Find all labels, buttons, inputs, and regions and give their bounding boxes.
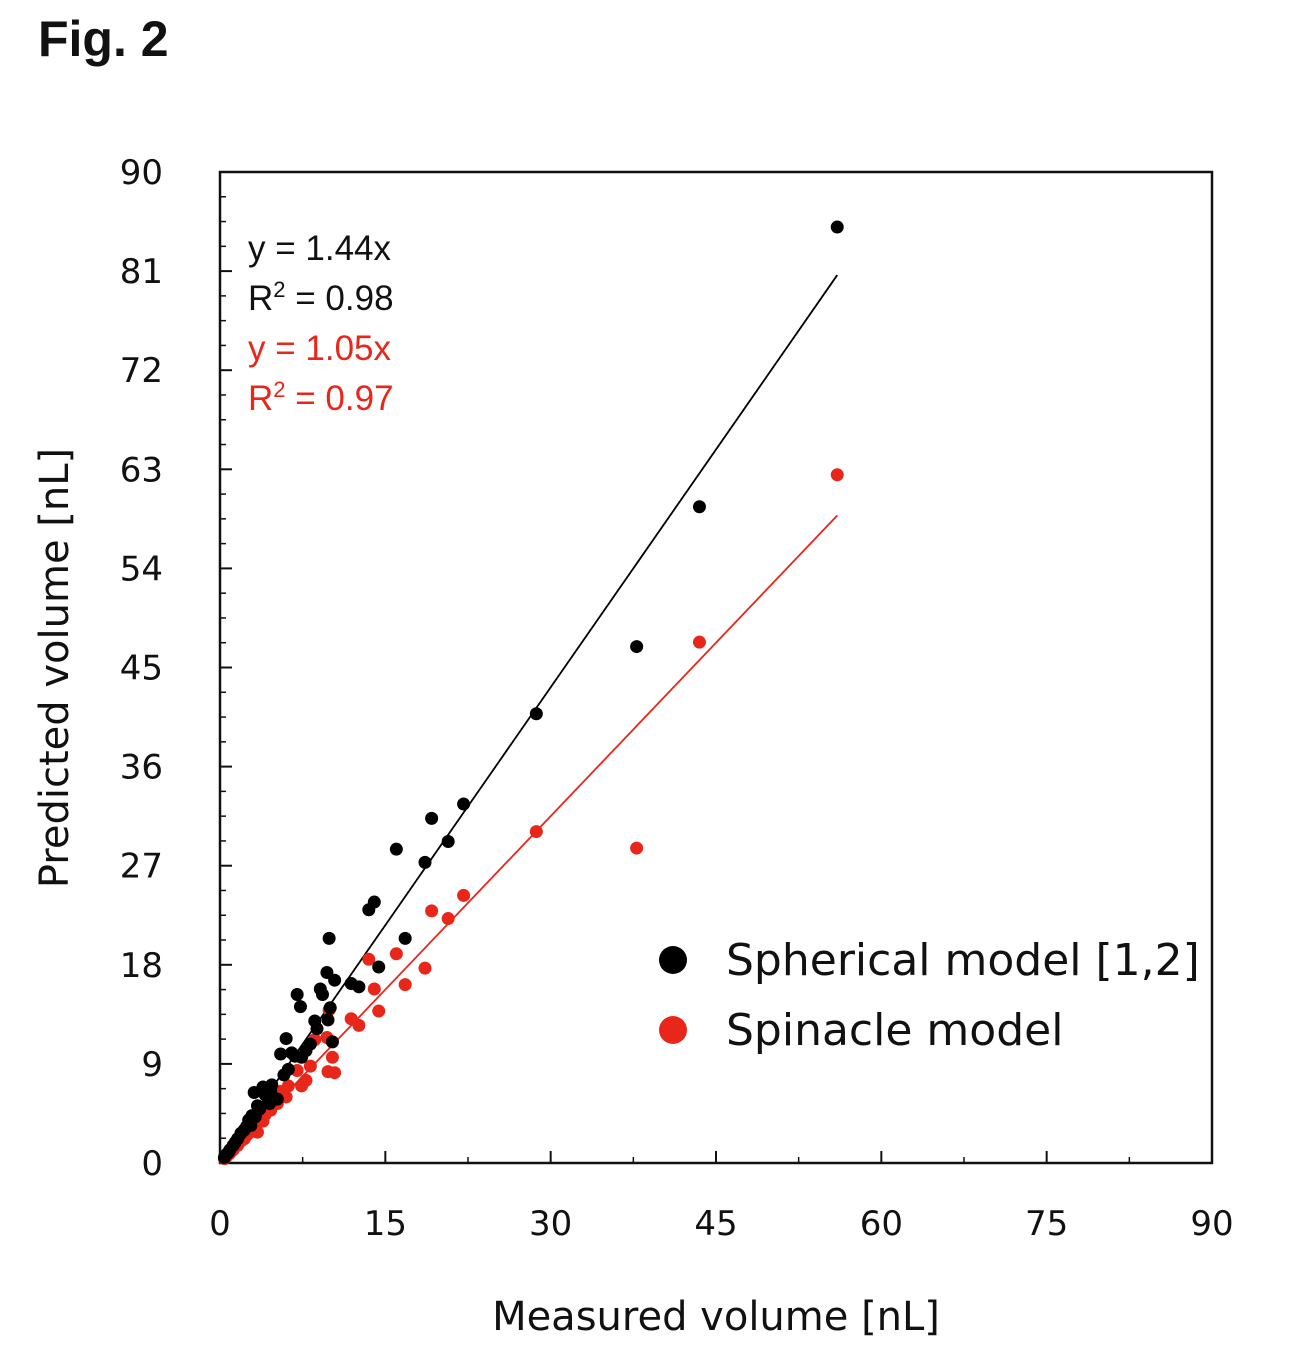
y-tick-label: 9: [141, 1045, 163, 1085]
y-tick-label: 27: [120, 847, 163, 887]
spinacle-r2-prefix: R: [248, 379, 273, 418]
spherical-point: [288, 1049, 302, 1063]
spherical-point: [303, 1037, 317, 1051]
spherical-point: [316, 988, 330, 1002]
spherical-point: [310, 1022, 324, 1036]
spherical-point: [362, 903, 376, 917]
spherical-point: [692, 500, 706, 514]
spherical-point: [245, 1109, 259, 1123]
spherical-r2: R2 = 0.98: [248, 277, 394, 318]
spinacle-point: [398, 978, 412, 992]
legend-label-spherical: Spherical model [1,2]: [726, 935, 1200, 986]
spherical-point: [247, 1086, 261, 1100]
spinacle-point: [321, 1065, 335, 1079]
spherical-point: [830, 220, 844, 234]
spherical-point: [372, 960, 386, 974]
spherical-fit-line: [219, 274, 838, 1164]
spinacle-point: [372, 1004, 386, 1018]
fit-equations: y = 1.44x R2 = 0.98 y = 1.05x R2 = 0.97: [248, 229, 394, 418]
legend: Spherical model [1,2] Spinacle model: [659, 935, 1200, 1056]
spinacle-point: [830, 468, 844, 482]
spherical-point: [529, 707, 543, 721]
spinacle-point: [303, 1059, 317, 1073]
x-tick-label: 90: [1190, 1204, 1233, 1244]
data-points: [217, 220, 844, 1166]
spherical-point: [274, 1047, 288, 1061]
spinacle-point: [325, 1050, 339, 1064]
spherical-equation: y = 1.44x: [248, 229, 392, 268]
y-tick-label: 72: [120, 351, 163, 391]
spherical-point: [228, 1135, 242, 1149]
y-axis-title: Predicted volume [nL]: [32, 448, 78, 888]
spherical-point: [630, 640, 644, 654]
spinacle-point: [344, 1012, 358, 1026]
legend-label-spinacle: Spinacle model: [726, 1005, 1063, 1056]
x-tick-label: 60: [860, 1204, 903, 1244]
spherical-point: [279, 1032, 293, 1046]
spherical-point: [320, 966, 334, 980]
spherical-point: [277, 1068, 291, 1082]
y-tick-label: 81: [120, 252, 163, 292]
spinacle-point: [367, 982, 381, 996]
spherical-point: [321, 1013, 335, 1027]
fit-lines: [219, 274, 838, 1164]
spinacle-point: [295, 1079, 309, 1093]
spherical-point: [293, 1000, 307, 1014]
spinacle-equation: y = 1.05x: [248, 329, 392, 368]
spherical-point: [264, 1084, 278, 1098]
x-tick-label: 45: [694, 1204, 737, 1244]
y-tick-label: 36: [120, 748, 163, 788]
y-tick-label: 63: [120, 450, 163, 490]
spinacle-point: [441, 912, 455, 926]
spinacle-fit-line: [219, 514, 838, 1164]
spherical-point: [290, 988, 304, 1002]
spherical-point: [323, 1001, 337, 1015]
spherical-point: [389, 842, 403, 856]
spinacle-r2-superscript: 2: [273, 377, 285, 402]
spinacle-point: [529, 825, 543, 839]
spherical-r2-prefix: R: [248, 279, 273, 318]
y-tick-label: 54: [120, 549, 163, 589]
spherical-point: [425, 811, 439, 825]
y-tick-label: 90: [120, 153, 163, 193]
spherical-point: [217, 1150, 231, 1164]
spherical-point: [263, 1097, 277, 1111]
x-tick-label: 30: [529, 1204, 572, 1244]
spherical-point: [457, 797, 471, 811]
spherical-r2-superscript: 2: [273, 277, 285, 302]
spinacle-point: [418, 961, 432, 975]
spinacle-r2-value: = 0.97: [286, 379, 394, 418]
spinacle-point: [692, 635, 706, 649]
y-tick-label: 18: [120, 946, 163, 986]
legend-marker-spinacle: [659, 1016, 687, 1044]
spinacle-point: [362, 952, 376, 966]
spinacle-point: [425, 904, 439, 918]
x-tick-label: 75: [1025, 1204, 1068, 1244]
spherical-point: [398, 931, 412, 945]
spherical-point: [344, 977, 358, 991]
spherical-point: [418, 855, 432, 869]
x-axis: 0 15 30 45 60 75 90: [209, 1151, 1234, 1244]
spinacle-point: [457, 888, 471, 902]
y-axis: 0 9 18 27 36 45 54 63 72 81 90: [120, 153, 232, 1184]
spinacle-point: [630, 841, 644, 855]
y-tick-label: 45: [120, 649, 163, 689]
spinacle-r2: R2 = 0.97: [248, 377, 394, 418]
x-tick-label: 15: [364, 1204, 407, 1244]
x-tick-label: 0: [209, 1204, 231, 1244]
spherical-point: [325, 1035, 339, 1049]
x-axis-title: Measured volume [nL]: [492, 1294, 940, 1340]
spherical-r2-value: = 0.98: [286, 279, 394, 318]
figure-label: Fig. 2: [38, 11, 169, 67]
spinacle-point: [389, 947, 403, 961]
spherical-point: [441, 834, 455, 848]
y-tick-label: 0: [141, 1144, 163, 1184]
legend-marker-spherical: [659, 946, 687, 974]
spherical-point: [322, 931, 336, 945]
